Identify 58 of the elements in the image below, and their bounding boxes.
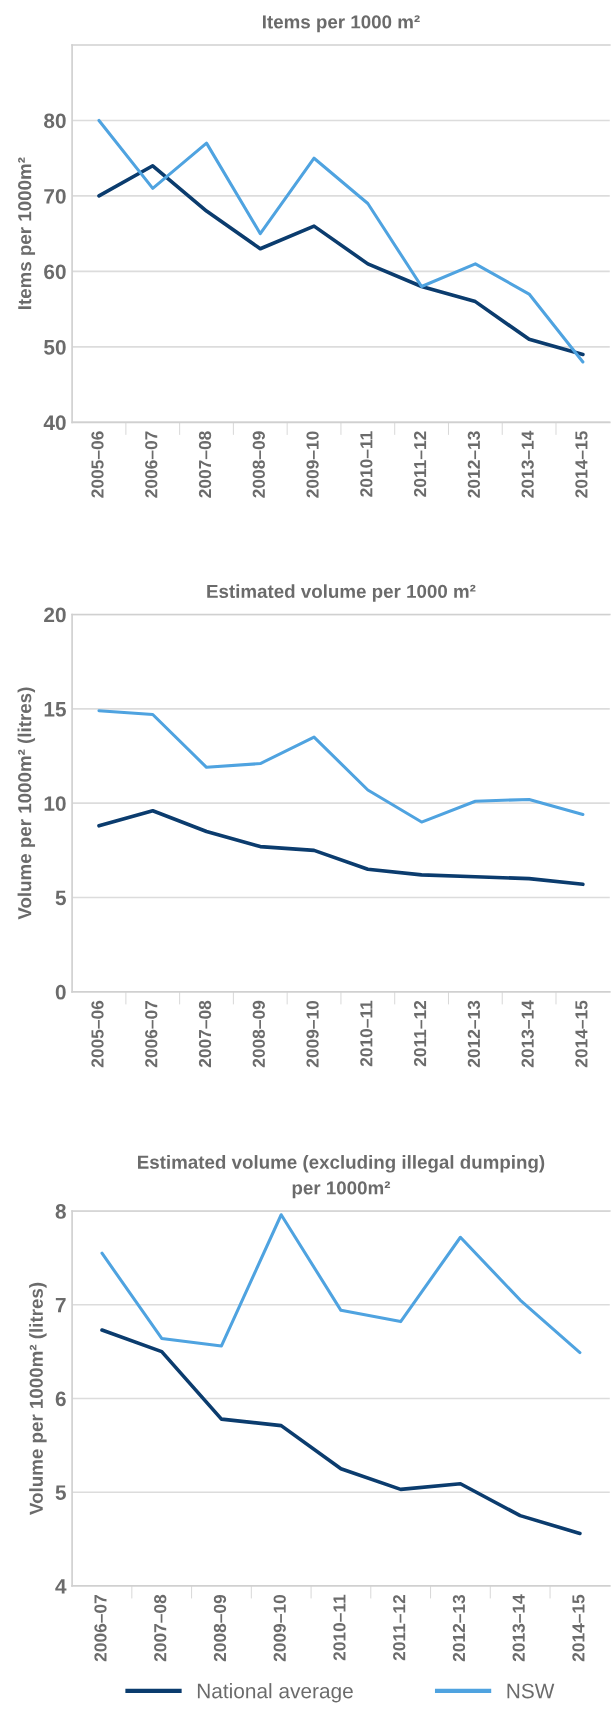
- y-tick-label: 5: [55, 1485, 66, 1500]
- line-series: [97, 709, 585, 824]
- x-tick-label: 2006–07: [145, 431, 158, 498]
- x-tick-label: 2009–10: [306, 431, 319, 498]
- y-tick-label: 7: [55, 1297, 66, 1313]
- x-tick-label: 2013–14: [512, 1594, 525, 1662]
- x-tick-label: 2008–09: [213, 1594, 227, 1662]
- x-tick-label: 2013–14: [521, 1000, 534, 1068]
- x-tick-label: 2012–13: [467, 1000, 481, 1068]
- chart-title: Items per 1000 m²: [262, 15, 420, 33]
- x-tick-label: 2009–10: [306, 1000, 319, 1068]
- x-tick-label: 2010–11: [360, 1000, 373, 1067]
- x-tick-label: 2014–15: [575, 431, 588, 498]
- chart-title: Estimated volume (excluding illegal dumping) per 1000m²: [138, 1155, 545, 1199]
- y-tick-label: 4: [55, 1579, 67, 1594]
- y-axis-title: Volume per 1000m² (litres): [29, 1282, 47, 1515]
- line-series: [97, 118, 585, 364]
- x-tick-label: 2011–12: [393, 1594, 406, 1661]
- legend-label: NSW: [507, 1683, 555, 1699]
- y-tick-label: 80: [44, 113, 66, 129]
- x-tick-label: 2006–07: [94, 1595, 107, 1662]
- y-tick-label: 60: [44, 264, 66, 280]
- x-tick-label: 2007–08: [154, 1594, 167, 1662]
- line-series: [97, 163, 585, 357]
- y-tick-label: 20: [44, 607, 66, 623]
- chart-title: Estimated volume per 1000 m²: [207, 584, 476, 602]
- x-tick-label: 2013–14: [521, 430, 534, 498]
- x-tick-label: 2012–13: [452, 1594, 466, 1662]
- line-series: [100, 1328, 582, 1536]
- x-tick-label: 2011–12: [413, 431, 427, 497]
- line-series: [100, 1213, 582, 1355]
- x-tick-label: 2007–08: [198, 1000, 212, 1068]
- x-tick-label: 2008–09: [252, 1000, 265, 1068]
- y-axis-title: Volume per 1000m² (litres): [17, 687, 36, 920]
- x-tick-label: 2010–11: [360, 431, 373, 497]
- x-tick-label: 2012–13: [467, 431, 481, 498]
- y-tick-label: 70: [44, 188, 66, 204]
- x-tick-label: 2014–15: [575, 1000, 588, 1068]
- x-tick-label: 2006–07: [145, 1000, 158, 1068]
- y-axis-title: Items per 1000m²: [18, 157, 36, 310]
- line-series: [97, 808, 585, 887]
- x-tick-label: 2014–15: [572, 1594, 585, 1662]
- x-tick-label: 2005–06: [91, 1000, 104, 1068]
- y-tick-label: 0: [55, 984, 66, 1000]
- y-tick-label: 6: [55, 1391, 66, 1407]
- x-tick-label: 2007–08: [198, 431, 212, 498]
- y-tick-label: 10: [44, 796, 66, 811]
- y-tick-label: 50: [44, 339, 66, 355]
- y-tick-label: 15: [44, 702, 66, 717]
- legend-label: National average: [197, 1683, 353, 1703]
- x-tick-label: 2009–10: [273, 1594, 286, 1662]
- y-tick-label: 40: [43, 415, 66, 431]
- x-tick-label: 2011–12: [413, 1000, 427, 1067]
- x-tick-label: 2010–11: [333, 1594, 346, 1661]
- x-tick-label: 2008–09: [252, 431, 265, 498]
- x-tick-label: 2005–06: [91, 431, 104, 498]
- y-tick-label: 8: [55, 1204, 66, 1219]
- y-tick-label: 5: [55, 890, 66, 906]
